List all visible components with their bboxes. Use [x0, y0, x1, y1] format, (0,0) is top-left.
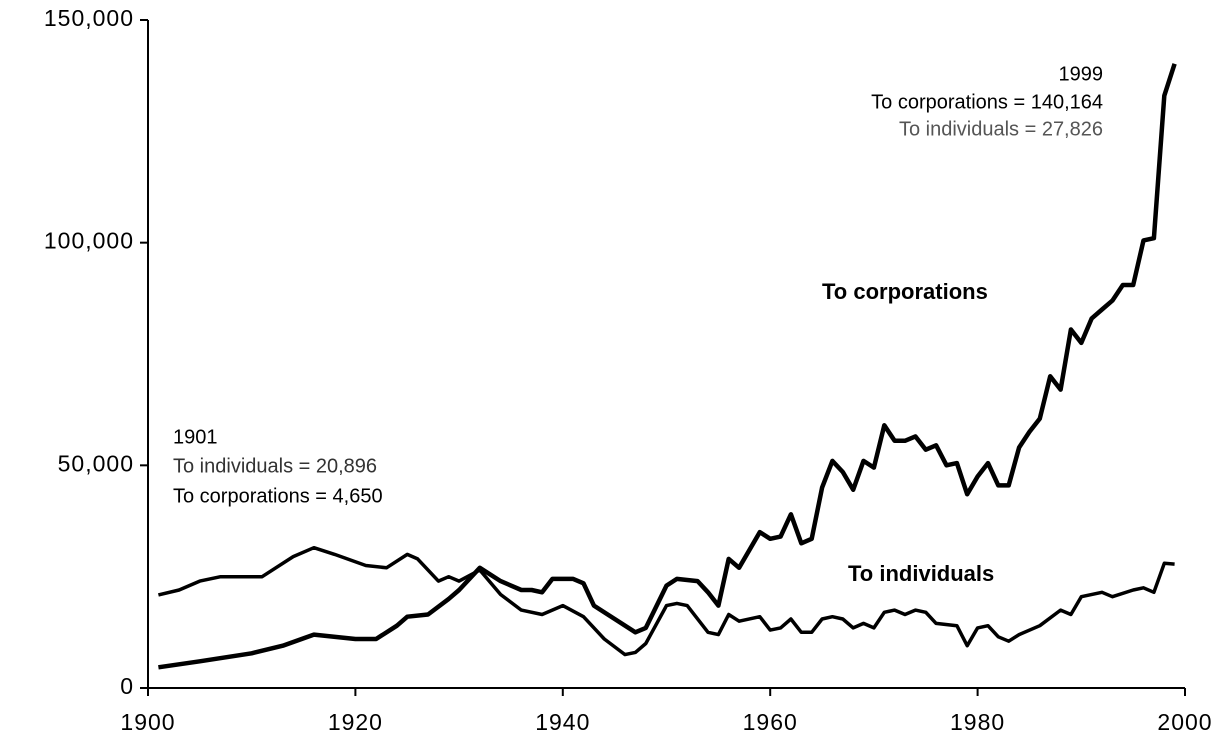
x-tick-label: 1900 — [120, 709, 175, 735]
annotation: To corporations = 4,650 — [173, 485, 383, 507]
y-tick-label: 100,000 — [44, 228, 134, 254]
series-line — [157, 545, 1175, 657]
annotation: 1999 — [1059, 63, 1104, 85]
x-tick-label: 2000 — [1157, 709, 1212, 735]
x-tick-label: 1940 — [535, 709, 590, 735]
annotation: To individuals = 27,826 — [899, 118, 1103, 140]
annotation: 1901 — [173, 426, 218, 448]
series-label: To individuals — [848, 561, 994, 586]
annotation: To corporations = 140,164 — [871, 91, 1103, 113]
x-tick-label: 1960 — [743, 709, 798, 735]
y-tick-label: 150,000 — [44, 5, 134, 31]
x-tick-label: 1980 — [950, 709, 1005, 735]
x-tick-label: 1920 — [328, 709, 383, 735]
series-label: To corporations — [822, 279, 988, 304]
y-tick-label: 50,000 — [58, 450, 134, 476]
series-line — [158, 63, 1177, 670]
y-tick-label: 0 — [120, 673, 134, 699]
annotation: To individuals = 20,896 — [173, 455, 377, 477]
